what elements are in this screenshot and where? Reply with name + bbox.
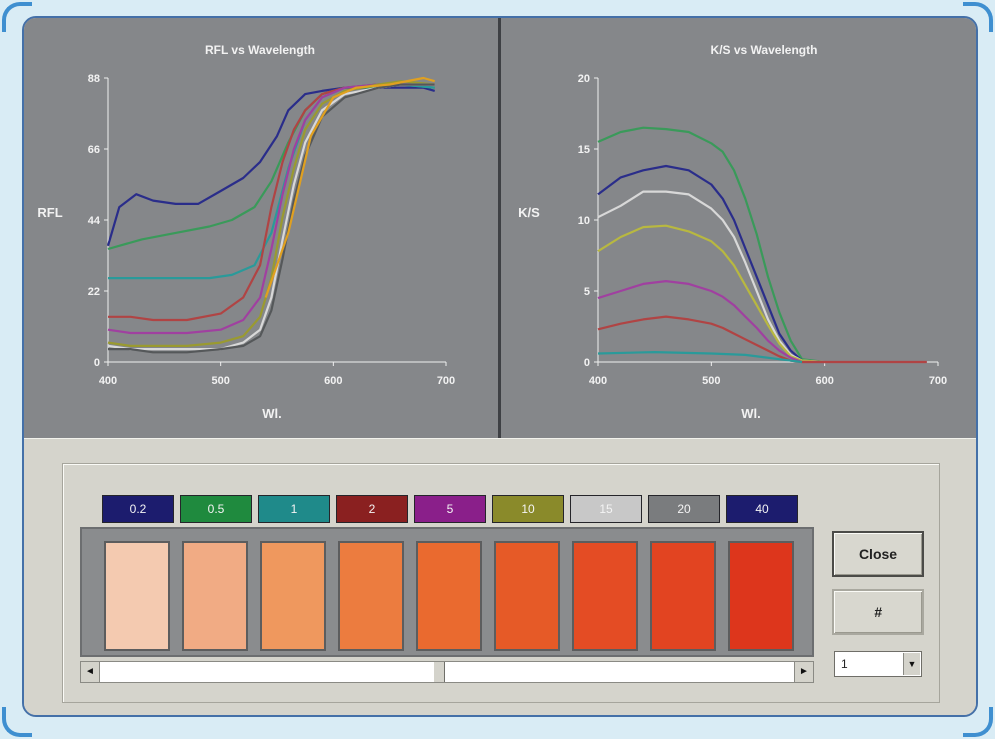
chart1-x-tick-label: 600 <box>815 375 833 387</box>
concentration-label-0: 0.2 <box>102 495 174 523</box>
chevron-down-icon[interactable]: ▼ <box>903 653 920 675</box>
scroll-right-icon[interactable]: ► <box>794 662 813 682</box>
level-select-value: 1 <box>841 657 848 671</box>
chart0-series-line-7 <box>108 85 435 353</box>
chart0-x-tick-label: 600 <box>324 375 342 387</box>
concentration-label-6: 15 <box>570 495 642 523</box>
color-swatch-5[interactable] <box>494 541 560 651</box>
chart0-y-tick-label: 0 <box>94 357 100 369</box>
color-swatch-1[interactable] <box>182 541 248 651</box>
chart1-y-tick-label: 15 <box>578 144 590 156</box>
level-select[interactable]: 1 ▼ <box>834 651 922 677</box>
swatch-panel <box>80 527 814 657</box>
chart1-series-line-0 <box>598 128 927 362</box>
close-button[interactable]: Close <box>832 531 924 577</box>
chart0-x-tick-label: 700 <box>437 375 455 387</box>
color-swatch-8[interactable] <box>728 541 794 651</box>
ks-chart-panel: K/S vs Wavelength 400 500 600 700 0 5 10 15 20 K/S… <box>501 18 976 438</box>
color-strength-window: RFL vs Wavelength 400 500 600 700 0 22 44 66 88 RF… <box>22 16 978 717</box>
scroll-left-icon[interactable]: ◄ <box>81 662 100 682</box>
chart1-x-tick-label: 500 <box>702 375 720 387</box>
rfl-chart-panel: RFL vs Wavelength 400 500 600 700 0 22 44 66 88 RF… <box>24 18 498 438</box>
chart1-y-tick-label: 5 <box>584 286 590 298</box>
chart1-x-tick-label: 400 <box>589 375 607 387</box>
chart1-x-tick-label: 700 <box>929 375 947 387</box>
hash-button[interactable]: # <box>832 589 924 635</box>
chart0-y-axis-label: RFL <box>37 205 62 220</box>
concentration-label-5: 10 <box>492 495 564 523</box>
color-swatch-4[interactable] <box>416 541 482 651</box>
chart0-y-tick-label: 88 <box>88 73 100 85</box>
concentration-label-8: 40 <box>726 495 798 523</box>
scroll-thumb[interactable] <box>433 662 445 682</box>
horizontal-scrollbar[interactable]: ◄ ► <box>80 661 814 683</box>
rfl-chart: RFL vs Wavelength 400 500 600 700 0 22 44 66 88 RF… <box>24 18 498 438</box>
color-swatch-7[interactable] <box>650 541 716 651</box>
chart0-x-tick-label: 400 <box>99 375 117 387</box>
chart1-series-line-6 <box>598 352 802 362</box>
chart0-y-tick-label: 66 <box>88 144 100 156</box>
chart0-x-tick-label: 500 <box>211 375 229 387</box>
chart1-y-tick-label: 0 <box>584 357 590 369</box>
chart1-y-tick-label: 20 <box>578 73 590 85</box>
chart1-y-axis-label: K/S <box>518 205 540 220</box>
chart0-y-tick-label: 44 <box>88 215 101 227</box>
chart1-title: K/S vs Wavelength <box>711 43 818 57</box>
chart1-x-axis-label: Wl. <box>741 406 761 421</box>
chart1-y-tick-label: 10 <box>578 215 590 227</box>
chart0-series-line-8 <box>266 78 435 298</box>
chart0-series-line-0 <box>108 88 435 246</box>
color-swatch-2[interactable] <box>260 541 326 651</box>
concentration-label-1: 0.5 <box>180 495 252 523</box>
color-swatch-3[interactable] <box>338 541 404 651</box>
chart1-series-line-1 <box>598 166 927 362</box>
chart0-series-line-1 <box>108 85 435 250</box>
charts-area: RFL vs Wavelength 400 500 600 700 0 22 44 66 88 RF… <box>24 18 976 438</box>
concentration-label-7: 20 <box>648 495 720 523</box>
chart0-x-axis-label: Wl. <box>262 406 282 421</box>
chart0-y-tick-label: 22 <box>88 286 100 298</box>
chart1-series-line-2 <box>598 192 927 362</box>
color-swatch-0[interactable] <box>104 541 170 651</box>
concentration-labels: 0.2 0.5 1 2 5 10 15 20 40 <box>102 495 802 525</box>
concentration-label-2: 1 <box>258 495 330 523</box>
chart1-series-line-5 <box>598 317 927 362</box>
concentration-label-3: 2 <box>336 495 408 523</box>
chart0-title: RFL vs Wavelength <box>205 43 315 57</box>
ks-chart: K/S vs Wavelength 400 500 600 700 0 5 10 15 20 K/S… <box>501 18 976 438</box>
concentration-label-4: 5 <box>414 495 486 523</box>
swatch-section: 0.2 0.5 1 2 5 10 15 20 40 ◄ ► Close # 1 ▼ <box>24 438 976 717</box>
color-swatch-6[interactable] <box>572 541 638 651</box>
